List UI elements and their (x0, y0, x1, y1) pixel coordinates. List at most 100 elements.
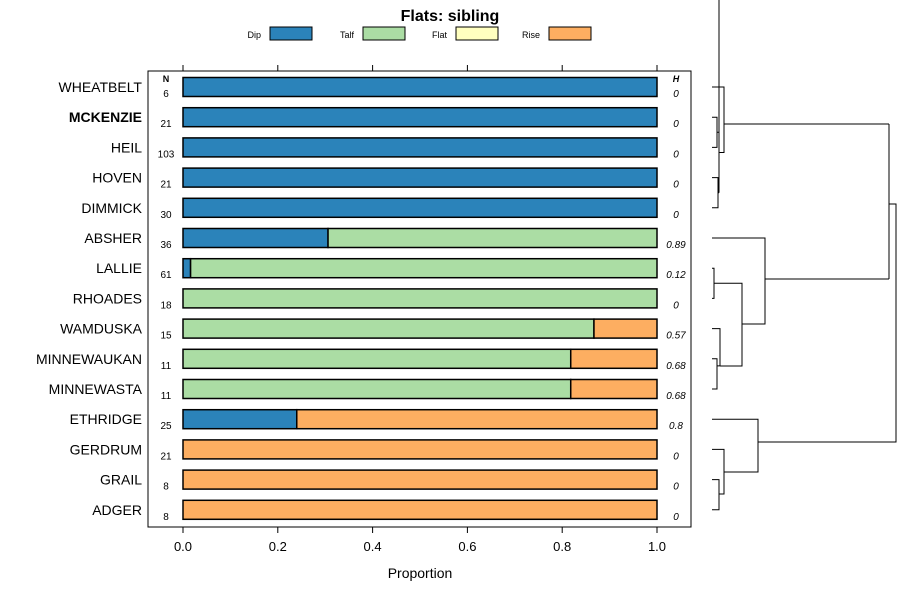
dendrogram-branch (712, 86, 725, 153)
dendrogram-branch (712, 267, 715, 299)
h-value: 0 (673, 180, 679, 191)
dendrogram-branch (712, 328, 721, 367)
h-value: 0.68 (666, 391, 686, 402)
row-grail: GRAIL 8 0 (100, 469, 679, 493)
legend-label-talf: Talf (340, 30, 355, 40)
legend-swatch-dip (269, 26, 313, 41)
category-label: ADGER (92, 502, 142, 518)
h-value: 0 (673, 119, 679, 130)
x-axis: 0.0 0.2 0.4 0.6 0.8 1.0 (174, 65, 666, 554)
h-value: 0 (673, 482, 679, 493)
n-value: 61 (160, 270, 172, 281)
dendrogram-branch (889, 203, 897, 443)
n-value: 18 (160, 300, 172, 311)
legend-label-flat: Flat (432, 30, 448, 40)
n-value: 8 (163, 482, 169, 493)
row-rhoades: RHOADES 18 0 (73, 288, 679, 311)
legend-swatch-rise (548, 26, 592, 41)
h-value: 0 (673, 512, 679, 523)
bar-dip (182, 76, 658, 98)
bar-talf (182, 378, 572, 400)
row-ethridge: ETHRIDGE 25 0.8 (70, 408, 683, 432)
row-minnewaukan: MINNEWAUKAN 11 0.68 (36, 348, 686, 372)
plot-frame (147, 70, 692, 528)
category-label: LALLIE (96, 260, 142, 276)
x-tick-label: 0.6 (458, 539, 476, 554)
row-absher: ABSHER 36 0.89 (84, 227, 686, 251)
h-value: 0 (673, 89, 679, 100)
row-wheatbelt: WHEATBELT 6 0 (59, 76, 679, 100)
n-value: 8 (163, 512, 169, 523)
dendrogram-branch (712, 177, 719, 209)
bar-dip (182, 408, 298, 430)
n-value: 30 (160, 210, 172, 221)
row-wamduska: WAMDUSKA 15 0.57 (60, 318, 686, 342)
bar-rise (182, 439, 658, 460)
bar-dip (182, 257, 192, 279)
x-tick-label: 0.8 (553, 539, 571, 554)
n-value: 36 (160, 240, 172, 251)
legend-label-rise: Rise (522, 30, 540, 40)
dendrogram-branch (712, 418, 759, 473)
row-hoven: HOVEN 21 0 (92, 167, 679, 191)
chart-title: Flats: sibling (401, 8, 500, 25)
dendrogram-branch (712, 479, 720, 511)
n-value: 21 (160, 180, 172, 191)
dendrogram-branch (712, 237, 766, 325)
category-label: WAMDUSKA (60, 321, 143, 337)
bar-dip (182, 137, 658, 158)
bar-rise (182, 469, 658, 490)
n-value: 21 (160, 119, 172, 130)
bar-rise (182, 499, 658, 521)
row-lallie: LALLIE 61 0.12 (96, 257, 686, 281)
bar-talf (182, 318, 595, 339)
n-value: 25 (160, 421, 172, 432)
x-tick-label: 1.0 (648, 539, 666, 554)
bar-dip (182, 197, 658, 219)
row-dimmick: DIMMICK 30 0 (81, 197, 679, 221)
n-value: 21 (160, 451, 172, 462)
category-label: DIMMICK (81, 200, 142, 216)
dendrogram-branch (714, 282, 743, 367)
category-label: MINNEWASTA (49, 381, 143, 397)
row-adger: ADGER 8 0 (92, 499, 679, 523)
bar-rise (569, 378, 658, 400)
bar-talf (182, 288, 658, 309)
bar-rise (593, 318, 658, 339)
legend-label-dip: Dip (247, 30, 261, 40)
bar-talf (327, 227, 658, 249)
n-value: 103 (158, 149, 175, 160)
dendrogram-branch (712, 358, 718, 390)
legend-swatch-flat (455, 26, 499, 41)
dendrogram-branch (712, 116, 718, 148)
category-label: WHEATBELT (59, 79, 143, 95)
row-heil: HEIL 103 0 (111, 137, 679, 160)
n-value: 11 (161, 361, 172, 372)
x-tick-label: 0.4 (364, 539, 382, 554)
h-value: 0 (673, 451, 679, 462)
bar-dip (182, 106, 658, 128)
h-value: 0.57 (666, 331, 686, 342)
legend-swatch-talf (362, 26, 406, 41)
category-label: HOVEN (92, 170, 142, 186)
category-label: ETHRIDGE (70, 411, 142, 427)
n-value: 11 (161, 391, 172, 402)
category-label: GERDRUM (70, 441, 142, 457)
x-tick-label: 0.2 (269, 539, 287, 554)
h-header: H (673, 74, 680, 84)
dendrogram-branch (717, 0, 720, 133)
n-value: 15 (160, 331, 172, 342)
row-mckenzie: MCKENZIE 21 0 (69, 106, 679, 130)
bar-rise (569, 348, 658, 370)
category-label: GRAIL (100, 472, 142, 488)
row-gerdrum: GERDRUM 21 0 (70, 439, 679, 462)
legend: Dip Talf Flat Rise (247, 26, 592, 41)
dendrogram-branch (712, 448, 725, 495)
x-tick-label: 0.0 (174, 539, 192, 554)
n-value: 6 (163, 89, 169, 100)
category-label: HEIL (111, 139, 142, 155)
h-value: 0 (673, 210, 679, 221)
bar-rise (296, 408, 658, 430)
